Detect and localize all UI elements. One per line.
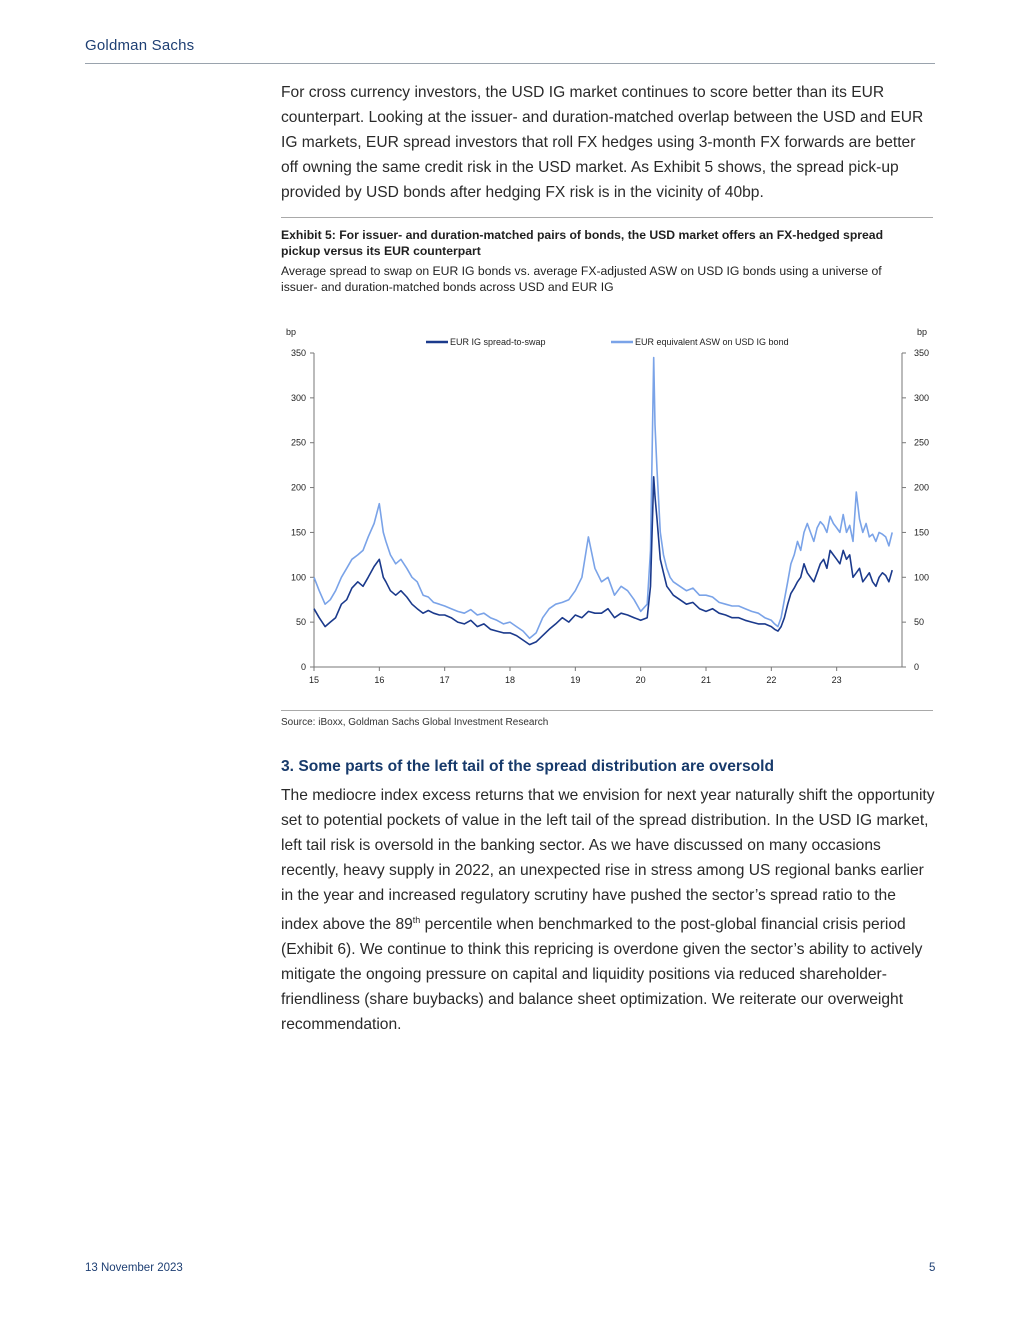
x-tick-label: 20 [636,675,646,685]
legend-label-0: EUR IG spread-to-swap [450,337,546,347]
exhibit-source: Source: iBoxx, Goldman Sachs Global Inve… [281,717,549,728]
y-tick-label-left: 200 [291,483,306,493]
x-tick-label: 16 [374,675,384,685]
y-tick-label-right: 250 [914,438,929,448]
y-tick-label-right: 150 [914,527,929,537]
series-line-1 [313,356,893,640]
y-tick-label-left: 150 [291,527,306,537]
x-tick-label: 21 [701,675,711,685]
x-tick-label: 22 [766,675,776,685]
y-axis-unit-left: bp [286,327,296,337]
spread-chart: bp bp 0 0 50 50 100 100 150 150 200 200 250 250 300 300… [286,327,929,685]
x-tick-label: 15 [309,675,319,685]
paragraph-section3: The mediocre index excess returns that w… [281,783,936,1037]
section-heading: 3. Some parts of the left tail of the sp… [281,758,775,775]
footer-date: 13 November 2023 [85,1262,183,1274]
x-tick-label: 19 [570,675,580,685]
exhibit-subtitle: Average spread to swap on EUR IG bonds v… [281,264,882,294]
superscript-th: th [412,915,421,925]
exhibit-rule-bottom [281,710,933,711]
y-tick-label-right: 100 [914,572,929,582]
x-tick-label: 18 [505,675,515,685]
footer-page-number: 5 [929,1262,936,1274]
y-tick-label-left: 0 [301,662,306,672]
header-brand: Goldman Sachs [85,37,195,54]
y-tick-label-right: 350 [914,348,929,358]
y-tick-label-left: 250 [291,438,306,448]
y-tick-label-left: 350 [291,348,306,358]
y-tick-label-right: 300 [914,393,929,403]
legend-label-1: EUR equivalent ASW on USD IG bond [635,337,789,347]
section3-text-b: percentile when benchmarked to the post-… [281,916,923,1034]
y-tick-label-right: 0 [914,662,919,672]
header-rule [85,63,935,64]
x-tick-label: 23 [832,675,842,685]
series-line-0 [313,476,893,646]
exhibit-rule-top [281,217,933,218]
y-tick-label-right: 200 [914,483,929,493]
y-tick-label-right: 50 [914,617,924,627]
y-tick-label-left: 50 [296,617,306,627]
y-axis-unit-right: bp [917,327,927,337]
x-tick-label: 17 [440,675,450,685]
section3-text-a: The mediocre index excess returns that w… [281,787,935,934]
exhibit-title: Exhibit 5: For issuer- and duration-matc… [281,228,884,258]
paragraph-intro: For cross currency investors, the USD IG… [281,84,924,201]
y-tick-label-left: 100 [291,572,306,582]
y-tick-label-left: 300 [291,393,306,403]
